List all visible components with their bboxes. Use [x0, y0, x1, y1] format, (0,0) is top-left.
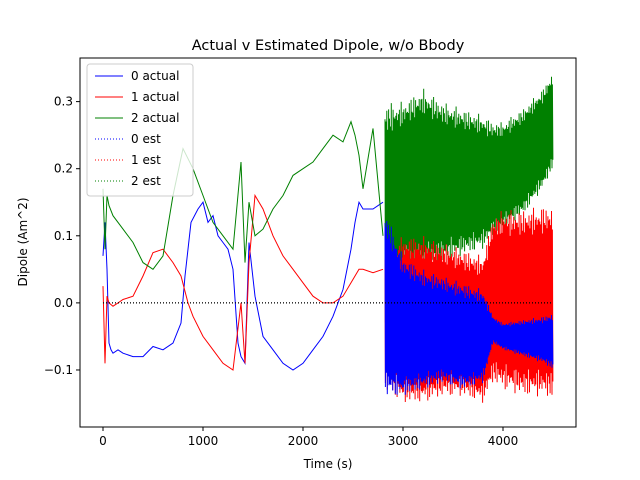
- x-tick-label: 2000: [288, 434, 319, 448]
- legend: 0 actual 1 actual 2 actual 0 est 1 est 2 est: [86, 63, 194, 197]
- legend-label: 1 actual: [131, 90, 179, 104]
- y-axis-label: Dipole (Am^2): [16, 197, 30, 286]
- y-tick-label: 0.0: [54, 296, 73, 310]
- plot-frame: [79, 57, 577, 428]
- x-tick-label: 0: [99, 434, 107, 448]
- legend-label: 2 est: [131, 174, 161, 188]
- x-tick-label: 4000: [488, 434, 519, 448]
- band-0-actual: [384, 220, 554, 395]
- legend-label: 0 actual: [131, 69, 179, 83]
- y-tick-label: 0.3: [54, 95, 73, 109]
- series-layer: [102, 76, 554, 403]
- y-tick-label: −0.1: [44, 363, 73, 377]
- x-axis-ticks: 0 1000 2000 3000 4000: [99, 427, 518, 448]
- chart-title: Actual v Estimated Dipole, w/o Bbody: [192, 38, 465, 54]
- series-0-actual: [102, 200, 384, 371]
- x-tick-label: 1000: [188, 434, 219, 448]
- legend-label: 1 est: [131, 153, 161, 167]
- band-2-actual: [384, 76, 554, 325]
- x-tick-label: 3000: [388, 434, 419, 448]
- y-axis-ticks: −0.1 0.0 0.1 0.2 0.3: [44, 95, 80, 377]
- legend-label: 0 est: [131, 132, 161, 146]
- y-tick-label: 0.2: [54, 162, 73, 176]
- y-tick-label: 0.1: [54, 229, 73, 243]
- x-axis-label: Time (s): [303, 457, 353, 471]
- series-1-actual: [102, 193, 384, 371]
- series-2-actual: [102, 120, 384, 270]
- legend-label: 2 actual: [131, 111, 179, 125]
